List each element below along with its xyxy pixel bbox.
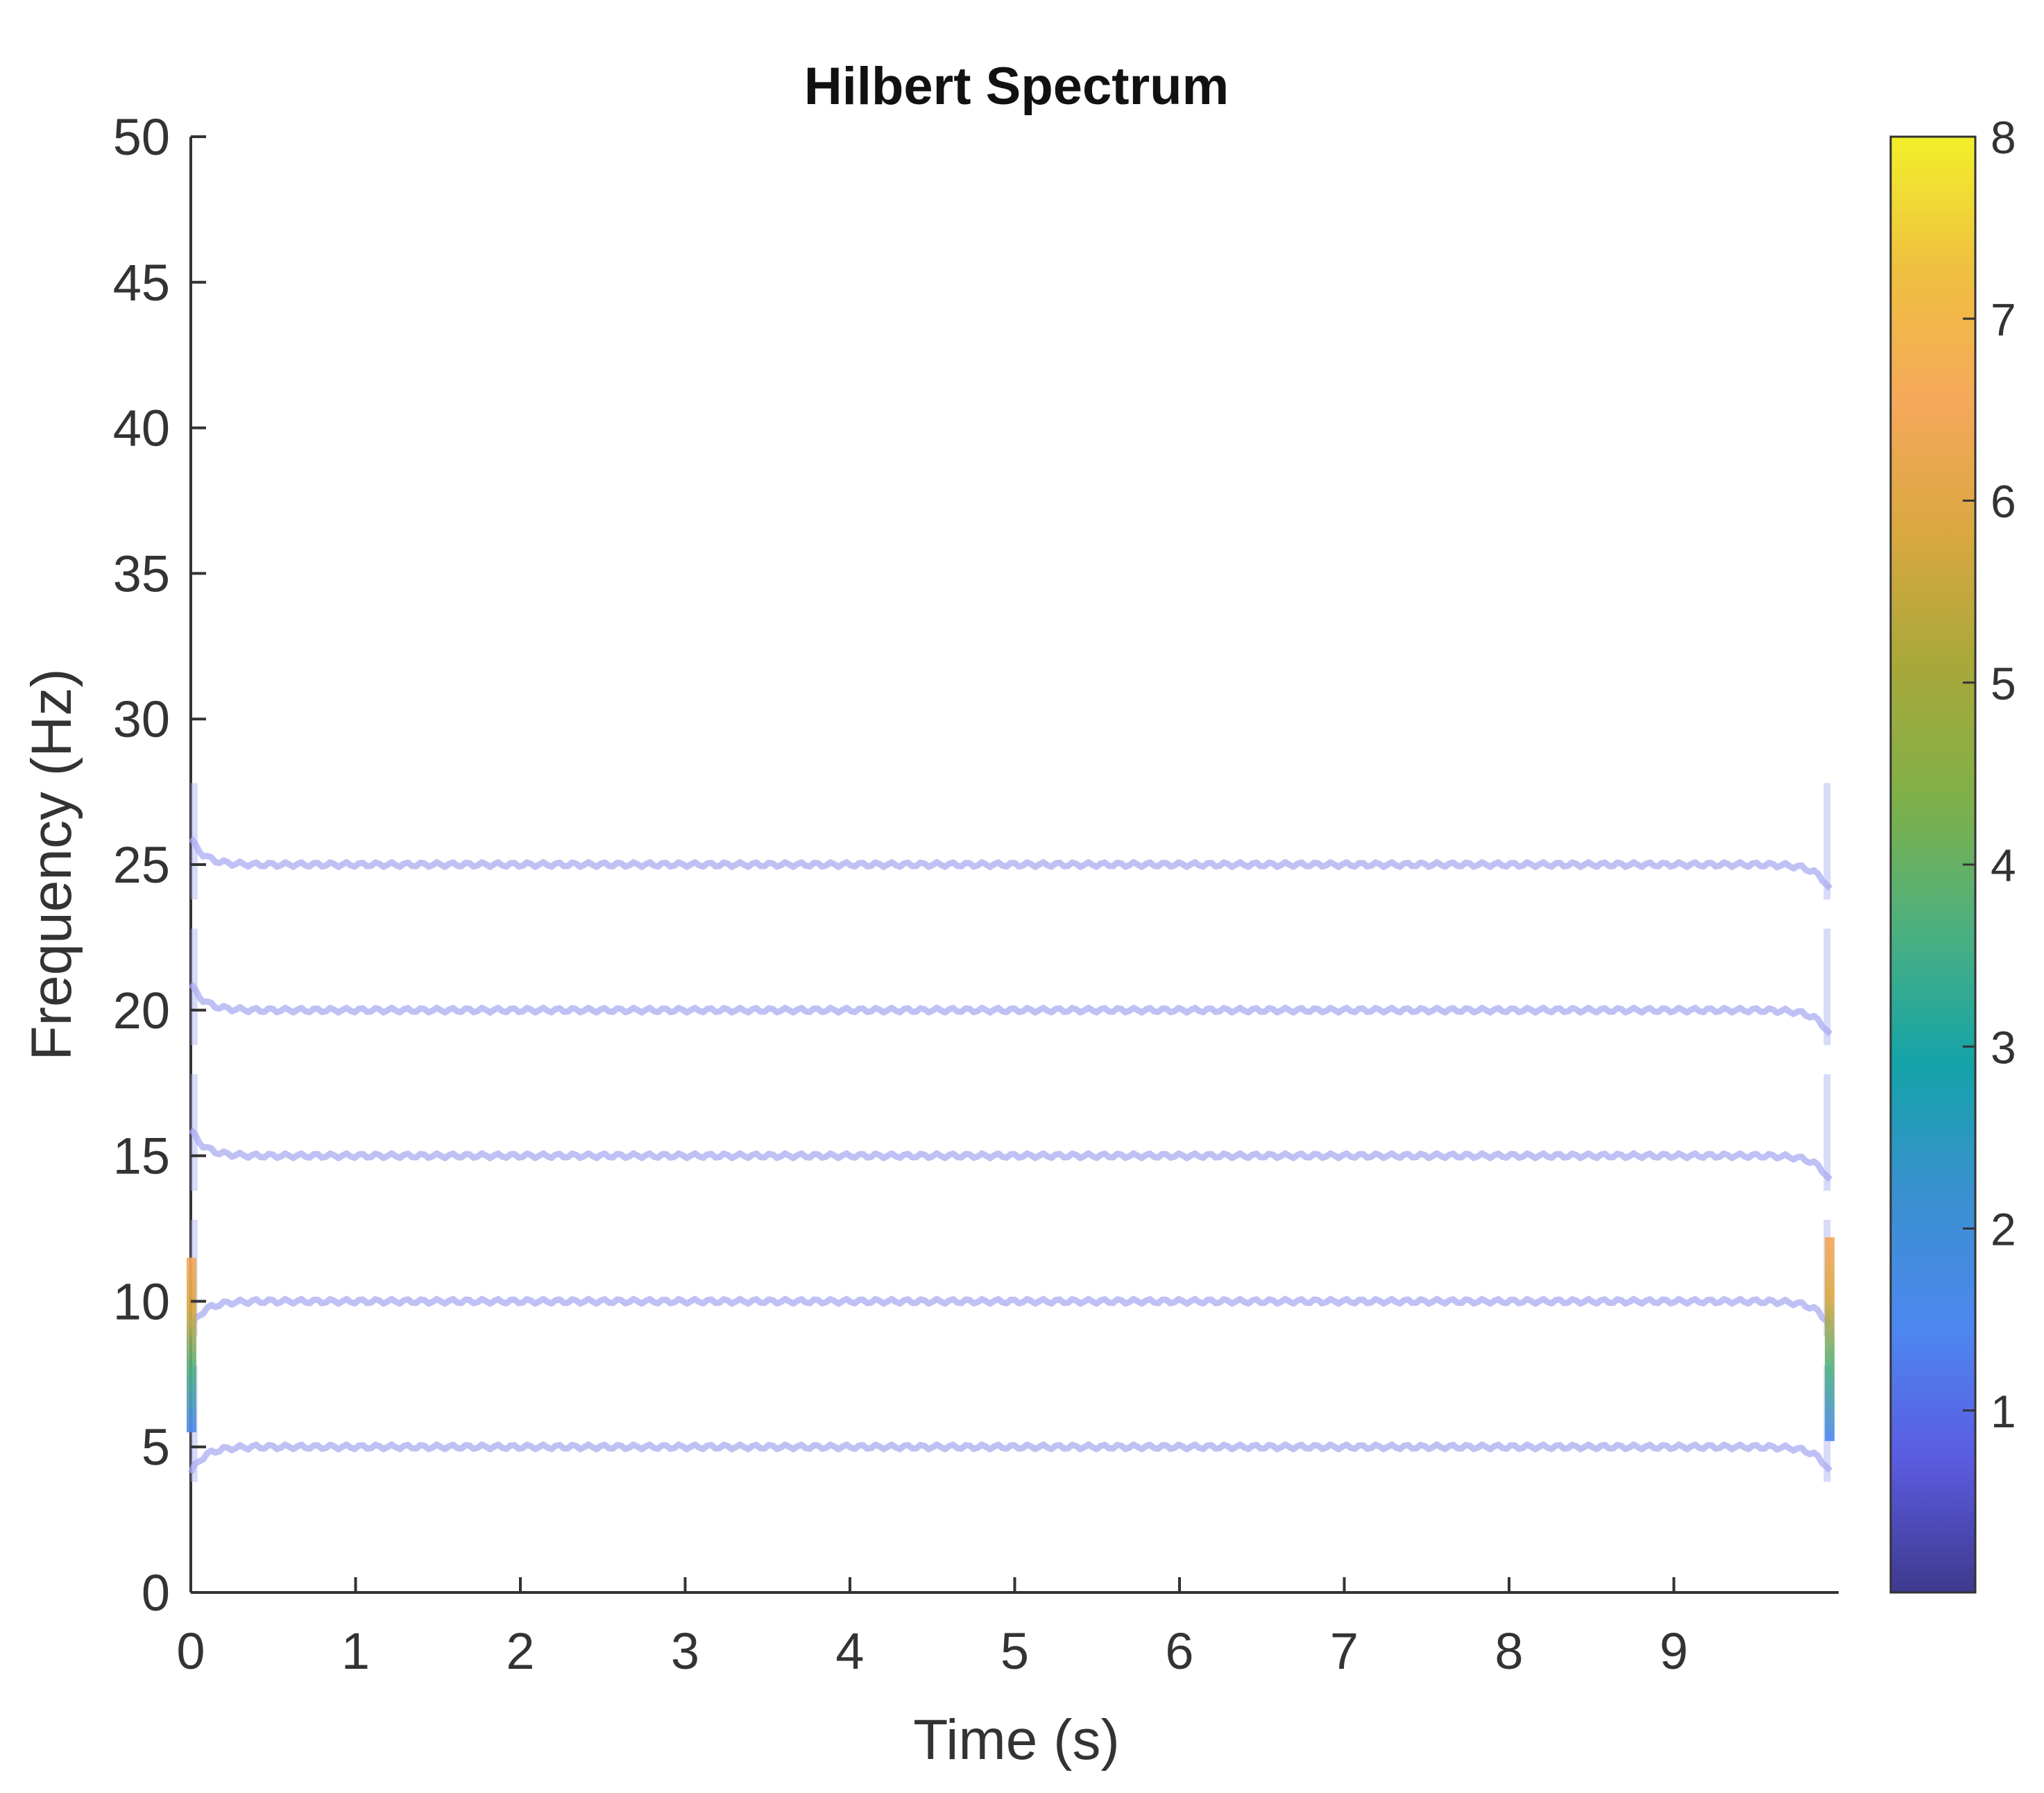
chart-title: Hilbert Spectrum xyxy=(804,57,1229,116)
colorbar-tick-label: 5 xyxy=(1991,658,2016,709)
x-tick-label: 5 xyxy=(1000,1622,1029,1680)
y-tick-label: 20 xyxy=(113,982,170,1039)
y-tick-label: 10 xyxy=(113,1273,170,1330)
x-tick-label: 7 xyxy=(1330,1622,1359,1680)
spectrum-line-20hz xyxy=(188,982,1833,1037)
edge-high-amplitude-start xyxy=(187,1257,196,1433)
colorbar: 1 2 3 4 5 6 7 8 xyxy=(1889,112,2016,1594)
y-tick-label: 35 xyxy=(113,545,170,602)
x-tick-label: 1 xyxy=(341,1622,370,1680)
y-tick-label: 40 xyxy=(113,400,170,457)
x-tick-label: 8 xyxy=(1494,1622,1523,1680)
y-tick-label: 50 xyxy=(113,108,170,166)
colorbar-tick-label: 6 xyxy=(1991,476,2016,527)
colorbar-tick-label: 4 xyxy=(1991,840,2016,891)
spectrum-line-15hz xyxy=(188,1127,1833,1182)
spectrum-line-10hz xyxy=(187,1295,1833,1329)
colorbar-tick-label: 7 xyxy=(1991,294,2016,345)
spectrum-line-25hz xyxy=(188,836,1833,891)
edge-high-amplitude-end xyxy=(1825,1237,1835,1441)
x-axis-label: Time (s) xyxy=(913,1708,1120,1771)
colorbar-tick-label: 1 xyxy=(1991,1386,2016,1437)
x-tick-label: 2 xyxy=(506,1622,534,1680)
x-tick-label: 9 xyxy=(1660,1622,1688,1680)
y-tick-label: 5 xyxy=(142,1418,170,1476)
y-tick-label: 25 xyxy=(113,836,170,894)
colorbar-gradient xyxy=(1889,135,1977,1594)
x-tick-label: 4 xyxy=(835,1622,864,1680)
y-axis-label: Frequency (Hz) xyxy=(20,668,83,1060)
y-axis-ticks: 0 5 10 15 20 25 30 35 40 45 50 xyxy=(113,108,206,1622)
colorbar-tick-label: 8 xyxy=(1991,112,2016,163)
x-tick-label: 0 xyxy=(176,1622,205,1680)
x-tick-label: 3 xyxy=(671,1622,699,1680)
y-tick-label: 30 xyxy=(113,690,170,748)
spectrum-line-5hz xyxy=(187,1441,1833,1475)
spectrum-lines xyxy=(187,783,1835,1482)
colorbar-tick-label: 3 xyxy=(1991,1021,2016,1073)
x-tick-label: 6 xyxy=(1165,1622,1193,1680)
y-tick-label: 15 xyxy=(113,1128,170,1185)
colorbar-tick-label: 2 xyxy=(1991,1204,2016,1255)
x-axis-ticks: 0 1 2 3 4 5 6 7 8 9 xyxy=(176,1577,1688,1680)
y-tick-label: 0 xyxy=(142,1564,170,1622)
colorbar-ticks: 1 2 3 4 5 6 7 8 xyxy=(1963,112,2016,1437)
y-tick-label: 45 xyxy=(113,254,170,312)
